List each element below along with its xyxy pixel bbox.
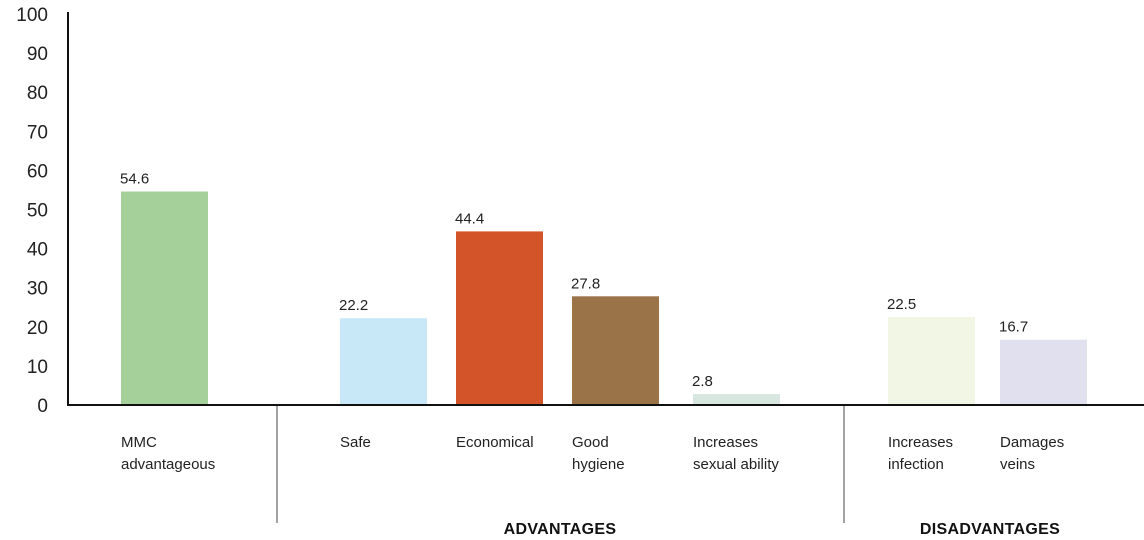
value-label: 54.6: [120, 171, 149, 188]
category-label-line: Good: [572, 434, 609, 451]
category-label-line: advantageous: [121, 456, 215, 473]
category-label-line: MMC: [121, 434, 157, 451]
y-axis: 0 10 20 30 40 50 60 70 80 90 100: [16, 5, 48, 417]
value-label: 27.8: [571, 275, 600, 292]
y-tick-label: 100: [16, 5, 48, 26]
category-label-line: Economical: [456, 434, 534, 451]
bar: [572, 296, 659, 405]
category-label-line: Increases: [693, 434, 758, 451]
category-label: Safe: [340, 434, 371, 451]
group-label: DISADVANTAGES: [920, 521, 1060, 538]
value-label: 2.8: [692, 373, 713, 390]
y-tick-label: 70: [27, 122, 48, 143]
value-labels: 54.6 22.2 44.4 27.8 2.8 22.5 16.7: [120, 171, 1028, 391]
y-tick-label: 20: [27, 318, 48, 339]
category-labels: MMC advantageous Safe Economical Good hygiene…: [121, 434, 1064, 473]
value-label: 22.2: [339, 297, 368, 314]
category-label: Increases infection: [888, 434, 953, 473]
category-label: Increases sexual ability: [693, 434, 779, 473]
y-tick-label: 80: [27, 83, 48, 104]
y-tick-label: 90: [27, 44, 48, 65]
category-label-line: Damages: [1000, 434, 1064, 451]
bar: [888, 317, 975, 405]
y-tick-label: 40: [27, 240, 48, 261]
y-tick-label: 60: [27, 161, 48, 182]
value-label: 22.5: [887, 296, 916, 313]
category-label: MMC advantageous: [121, 434, 215, 473]
category-label: Damages veins: [1000, 434, 1064, 473]
y-tick-label: 0: [37, 396, 48, 417]
category-label-line: Safe: [340, 434, 371, 451]
category-label-line: Increases: [888, 434, 953, 451]
y-tick-label: 30: [27, 279, 48, 300]
category-label: Good hygiene: [572, 434, 625, 473]
value-label: 16.7: [999, 319, 1028, 336]
bar: [340, 318, 427, 405]
y-tick-label: 50: [27, 201, 48, 222]
category-label: Economical: [456, 434, 534, 451]
bar: [456, 231, 543, 405]
group-labels: ADVANTAGES DISADVANTAGES: [504, 521, 1060, 538]
bars: [121, 191, 1087, 405]
category-label-line: hygiene: [572, 456, 625, 473]
value-label: 44.4: [455, 210, 484, 227]
group-label: ADVANTAGES: [504, 521, 617, 538]
category-label-line: infection: [888, 456, 944, 473]
bar: [121, 191, 208, 405]
group-separators: [276, 405, 845, 523]
y-tick-label: 10: [27, 357, 48, 378]
category-label-line: sexual ability: [693, 456, 779, 473]
bar: [693, 394, 780, 405]
bar: [1000, 339, 1087, 405]
category-label-line: veins: [1000, 456, 1035, 473]
